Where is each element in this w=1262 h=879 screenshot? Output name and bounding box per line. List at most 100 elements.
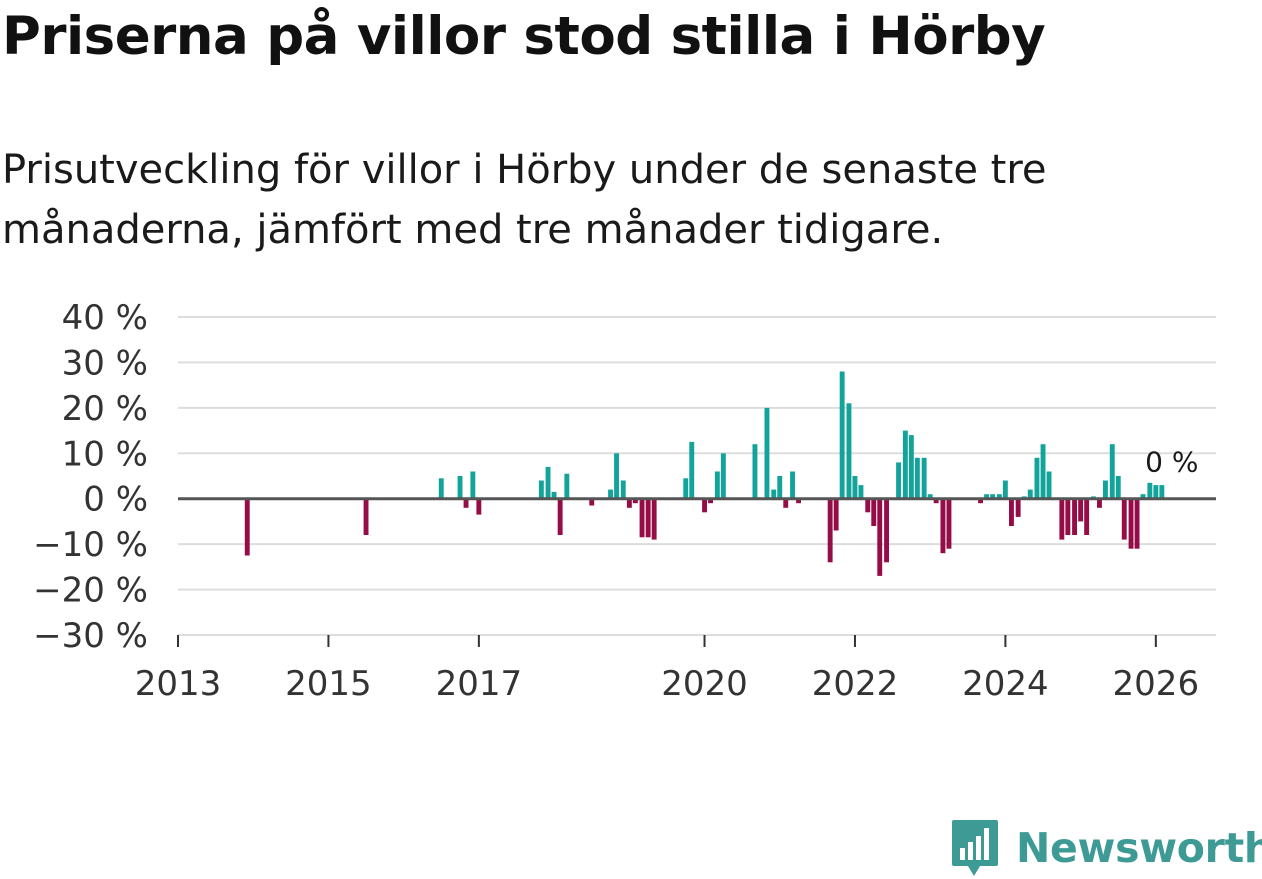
bar (632, 498, 638, 504)
bar (470, 471, 476, 499)
bar (683, 478, 689, 499)
bar (783, 498, 789, 508)
bar (1140, 494, 1146, 499)
bar-chart-bubble-icon (952, 820, 998, 876)
bar (764, 407, 770, 499)
bar (551, 491, 557, 499)
bar (852, 476, 858, 499)
bar (651, 498, 657, 540)
bar (978, 498, 983, 504)
bar (1147, 482, 1153, 499)
bar (1002, 480, 1008, 499)
bar (1109, 444, 1115, 499)
latest-value-label: 0 % (1145, 445, 1198, 478)
x-tick-label: 2024 (962, 664, 1049, 704)
bar (244, 498, 250, 556)
y-tick-label: 0 % (83, 480, 148, 520)
x-tick-label: 2013 (135, 664, 222, 704)
bar (1015, 498, 1021, 517)
bar (914, 457, 920, 499)
bar (1084, 498, 1090, 535)
bar (1115, 476, 1121, 499)
bar (777, 476, 783, 499)
bar (1103, 480, 1108, 499)
page-subtitle: Prisutveckling för villor i Hörby under … (2, 147, 1047, 253)
bar (463, 498, 469, 508)
bar (1046, 471, 1052, 499)
bar (927, 494, 933, 499)
bar (614, 453, 619, 499)
bar (827, 498, 833, 563)
bar (908, 435, 914, 499)
x-tick-label: 2022 (812, 664, 899, 704)
bar (921, 457, 927, 499)
newsworthy-logo: Newsworthy (950, 818, 1262, 878)
bar (538, 480, 544, 499)
bar (984, 494, 989, 499)
x-tick-label: 2017 (436, 664, 523, 704)
bar (946, 498, 952, 549)
x-tick-label: 2026 (1113, 664, 1200, 704)
y-tick-label: −10 % (33, 525, 148, 565)
bar (839, 371, 845, 499)
grid-lines (178, 316, 1216, 591)
bar (702, 498, 707, 513)
bar (1040, 444, 1046, 499)
y-tick-label: 40 % (62, 298, 148, 338)
bar (689, 441, 695, 499)
bar (639, 498, 645, 538)
bar (1065, 498, 1071, 535)
bar (626, 498, 632, 508)
bar (771, 489, 777, 499)
bar (752, 444, 758, 499)
bar (1078, 498, 1084, 522)
bar (438, 478, 444, 499)
bar (1121, 498, 1127, 540)
x-axis: 2013 2015 2017 2020 2022 2024 2026 (135, 497, 1216, 704)
bar (1128, 498, 1134, 549)
bar (996, 494, 1002, 499)
bar (564, 473, 570, 499)
page-title: Priserna på villor stod stilla i Hörby (2, 6, 1046, 67)
bar (545, 466, 551, 499)
bar (1097, 498, 1102, 508)
y-tick-label: 30 % (62, 343, 148, 383)
bar (902, 430, 908, 499)
y-tick-label: −30 % (33, 616, 148, 656)
bar (608, 489, 613, 499)
bar (871, 498, 877, 526)
bar (1059, 498, 1065, 540)
bar (877, 498, 883, 576)
bar (457, 476, 463, 499)
y-axis-labels: 40 % 30 % 20 % 10 % 0 % −10 % −20 % −30 % (33, 298, 148, 656)
bar (896, 462, 901, 499)
bar (1134, 498, 1140, 549)
bar (1009, 498, 1014, 526)
y-tick-label: −20 % (33, 571, 148, 611)
bar (858, 485, 864, 499)
bar (833, 498, 839, 531)
bar (557, 498, 563, 535)
bar (1034, 457, 1040, 499)
bar (846, 403, 852, 499)
bar (933, 498, 939, 504)
bar (708, 498, 713, 504)
bar (796, 498, 801, 504)
bar (720, 453, 726, 499)
bar (589, 498, 595, 506)
bar (363, 498, 369, 535)
bar (1159, 485, 1165, 499)
bar (865, 498, 871, 513)
bar (1072, 498, 1077, 535)
bar (620, 480, 626, 499)
bar (714, 471, 720, 499)
bar (1027, 489, 1033, 499)
bars (244, 371, 1165, 576)
x-tick-label: 2020 (661, 664, 748, 704)
bar (476, 498, 482, 515)
bar (990, 494, 996, 499)
bar (884, 498, 889, 563)
bar (940, 498, 946, 554)
logo-text: Newsworthy (1016, 824, 1262, 872)
